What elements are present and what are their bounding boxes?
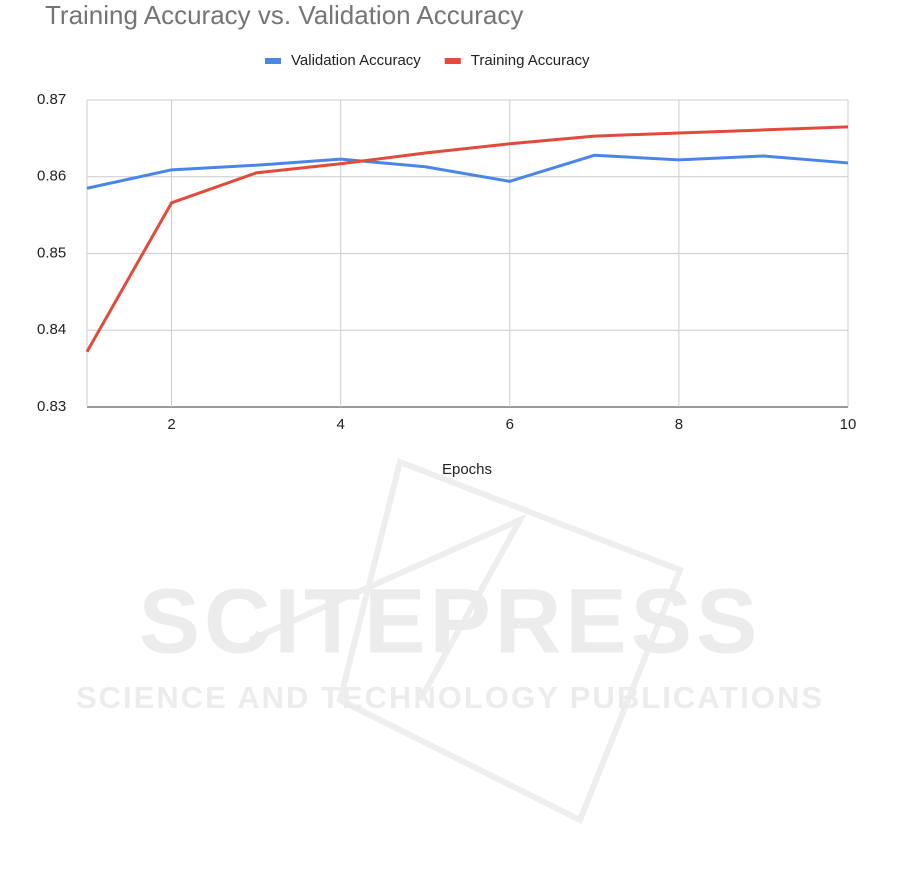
legend-swatch [265, 58, 281, 64]
x-tick-label: 4 [336, 416, 344, 433]
watermark-title: SCITEPRESS [139, 570, 762, 672]
legend: Validation Accuracy Training Accuracy [265, 52, 590, 69]
plot-area [86, 99, 849, 408]
x-tick-label: 10 [840, 416, 857, 433]
chart-title: Training Accuracy vs. Validation Accurac… [45, 0, 523, 30]
x-tick-label: 6 [506, 416, 514, 433]
watermark-subtitle: SCIENCE AND TECHNOLOGY PUBLICATIONS [76, 680, 824, 715]
y-tick-label: 0.83 [37, 398, 66, 415]
legend-swatch [444, 58, 461, 64]
y-tick-label: 0.85 [37, 244, 66, 261]
legend-label: Training Accuracy [471, 52, 590, 69]
x-axis-label: Epochs [442, 461, 492, 478]
x-tick-label: 2 [167, 416, 175, 433]
y-tick-label: 0.86 [37, 168, 66, 185]
y-tick-label: 0.87 [37, 91, 66, 108]
legend-label: Validation Accuracy [291, 52, 421, 69]
x-tick-label: 8 [675, 416, 683, 433]
watermark-logo [248, 457, 684, 825]
y-tick-label: 0.84 [37, 321, 66, 338]
series-line [85, 125, 849, 353]
series-line [86, 153, 849, 190]
